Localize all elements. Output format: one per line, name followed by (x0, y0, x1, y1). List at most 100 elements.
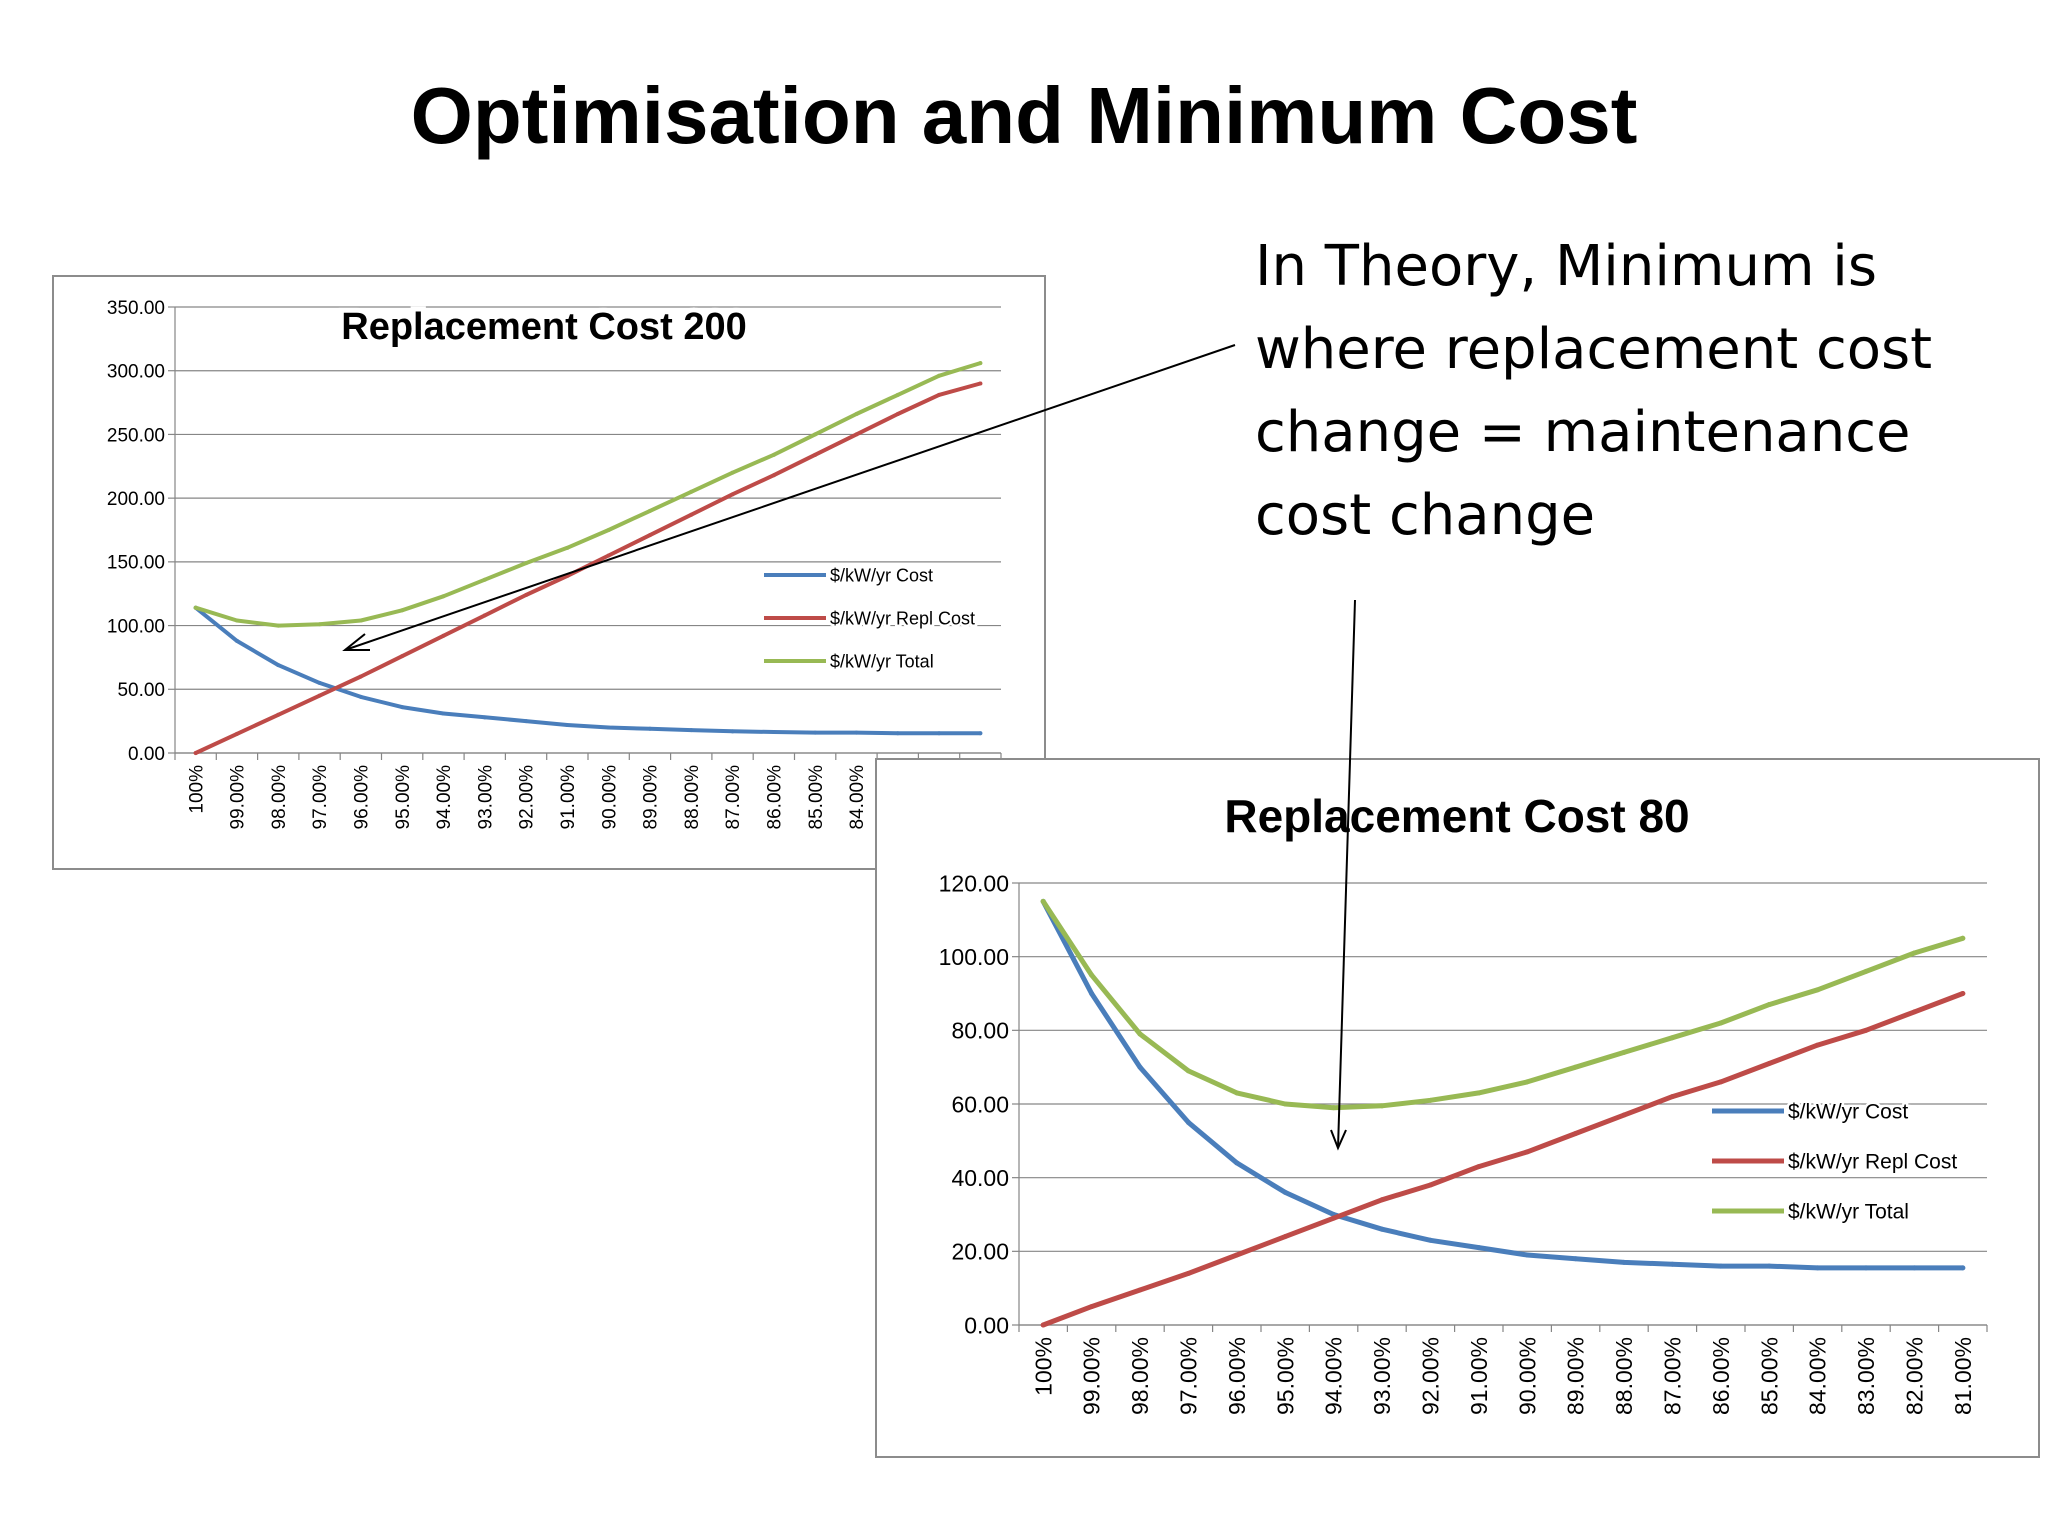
chart-title: Replacement Cost 80 (1224, 790, 1689, 842)
y-tick-label: 350.00 (107, 298, 165, 319)
data-point (1185, 1270, 1191, 1276)
x-tick-label: 96.00% (1224, 1337, 1250, 1415)
x-tick-label: 99.00% (228, 765, 249, 830)
data-point (1331, 1215, 1337, 1221)
data-point (1573, 1064, 1579, 1070)
x-tick-label: 83.00% (1853, 1337, 1879, 1415)
data-point (647, 508, 652, 513)
x-tick-label: 85.00% (806, 765, 827, 830)
x-tick-label: 97.00% (310, 765, 331, 830)
legend-label: $/kW/yr Cost (1788, 1100, 1908, 1123)
data-point (1040, 898, 1046, 904)
data-point (234, 731, 239, 736)
data-point (1669, 1035, 1675, 1041)
legend-label: $/kW/yr Total (830, 651, 934, 671)
slide-title: Optimisation and Minimum Cost (410, 71, 1638, 160)
data-point (689, 512, 694, 517)
data-point (771, 473, 776, 478)
x-tick-label: 81.00% (1950, 1337, 1976, 1415)
data-point (1379, 1103, 1385, 1109)
data-point (400, 705, 405, 710)
data-point (1137, 1287, 1143, 1293)
data-point (1960, 991, 1966, 996)
data-point (978, 381, 983, 386)
data-point (234, 618, 239, 623)
data-point (689, 728, 694, 733)
data-point (1621, 1259, 1627, 1265)
x-tick-label: 92.00% (1417, 1337, 1443, 1415)
data-point (1766, 1060, 1772, 1066)
data-point (276, 623, 281, 628)
series-line-2 (193, 361, 983, 628)
x-tick-label: 89.00% (641, 765, 662, 830)
data-point (524, 592, 529, 597)
data-point (1669, 1261, 1675, 1267)
data-point (524, 561, 529, 566)
legend-label: $/kW/yr Repl Cost (1788, 1150, 1957, 1173)
y-tick-label: 100.00 (939, 944, 1009, 970)
data-point (193, 751, 198, 755)
data-point (937, 731, 942, 736)
x-tick-label: 86.00% (1708, 1337, 1734, 1415)
y-tick-label: 0.00 (964, 1312, 1009, 1338)
data-point (358, 694, 363, 699)
data-point (730, 470, 735, 475)
data-point (1718, 1263, 1724, 1269)
data-point (978, 361, 983, 366)
data-point (1815, 1265, 1821, 1271)
data-point (1960, 935, 1966, 941)
data-point (1234, 1160, 1240, 1166)
x-tick-label: 93.00% (475, 765, 496, 830)
x-tick-label: 84.00% (847, 765, 868, 830)
data-point (1621, 1112, 1627, 1118)
y-tick-label: 250.00 (107, 425, 165, 446)
x-tick-label: 94.00% (1321, 1337, 1347, 1415)
legend-label: $/kW/yr Cost (830, 565, 933, 585)
data-point (482, 715, 487, 720)
y-tick-label: 20.00 (951, 1239, 1009, 1265)
x-tick-label: 93.00% (1369, 1337, 1395, 1415)
x-tick-label: 89.00% (1563, 1337, 1589, 1415)
data-point (1089, 972, 1095, 978)
data-point (689, 489, 694, 494)
legend-label: $/kW/yr Total (1788, 1200, 1909, 1223)
y-tick-label: 50.00 (117, 680, 165, 701)
data-point (524, 719, 529, 724)
data-point (1234, 1090, 1240, 1096)
data-point (647, 533, 652, 538)
x-tick-label: 88.00% (682, 765, 703, 830)
data-point (1427, 1237, 1433, 1243)
data-point (1621, 1049, 1627, 1055)
data-point (978, 731, 983, 736)
data-point (1573, 1256, 1579, 1262)
data-point (647, 726, 652, 731)
data-point (1137, 1064, 1143, 1070)
data-point (358, 618, 363, 623)
data-point (1863, 1265, 1869, 1271)
data-point (854, 730, 859, 735)
x-tick-label: 82.00% (1901, 1337, 1927, 1415)
data-point (1331, 1105, 1337, 1111)
data-point (1282, 1189, 1288, 1195)
series-line-1 (1040, 991, 1966, 1328)
data-point (482, 613, 487, 618)
data-point (1185, 1068, 1191, 1074)
data-point (813, 730, 818, 735)
chart-80-svg: 0.00 20.00 40.00 60.00 80.00 100.00 120.00 100%… (939, 785, 1988, 1415)
x-tick-label: 86.00% (765, 765, 786, 830)
data-point (1427, 1097, 1433, 1103)
y-tick-label: 60.00 (951, 1091, 1009, 1117)
data-point (276, 712, 281, 717)
data-point (1040, 1322, 1046, 1328)
x-tick-label: 90.00% (599, 765, 620, 830)
arrow-to-chart-200-crossover (342, 344, 1236, 651)
x-tick-label: 92.00% (517, 765, 538, 830)
data-point (1476, 1245, 1482, 1251)
data-point (565, 545, 570, 550)
y-tick-label: 40.00 (951, 1165, 1009, 1191)
data-point (1669, 1094, 1675, 1100)
chart-title: Replacement Cost 200 (341, 306, 747, 348)
x-tick-label: 95.00% (393, 765, 414, 830)
x-tick-label: 91.00% (558, 765, 579, 830)
x-tick-label: 100% (186, 765, 207, 814)
